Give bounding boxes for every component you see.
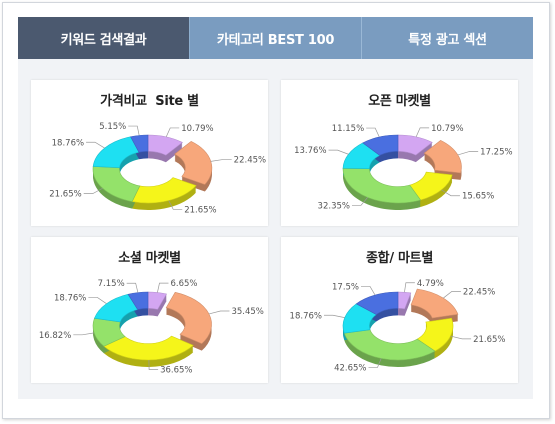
tab-bar: 키워드 검색결과 카테고리 BEST 100 특정 광고 섹션 xyxy=(18,17,533,59)
percentage-label: 16.82% xyxy=(39,331,71,341)
percentage-label: 18.76% xyxy=(52,138,84,148)
leader-line xyxy=(404,282,415,293)
percentage-label: 5.15% xyxy=(99,122,126,132)
donut-segment xyxy=(343,329,436,361)
percentage-label: 4.79% xyxy=(417,279,444,289)
donut-segment xyxy=(147,291,168,310)
leader-line xyxy=(415,127,430,138)
percentage-label: 13.76% xyxy=(294,146,326,156)
leader-line xyxy=(157,282,169,293)
panel-open-market: 오픈 마켓별 10.79% 17.25% 15.65% 32.35% 13.76% 11.… xyxy=(281,80,518,226)
percentage-label: 17.25% xyxy=(480,148,512,158)
percentage-label: 7.15% xyxy=(98,279,125,289)
donut-segment xyxy=(423,140,462,174)
panel-price-comparison: 가격비교 Site 별 10.79% 22.45% 21.65% 21.65% 18.7… xyxy=(31,80,268,226)
donut-chart-general-mart: 4.79% 22.45% 21.65% 42.65% 18.76% 17.5% xyxy=(290,279,506,374)
donut-segment xyxy=(127,291,149,310)
percentage-label: 21.65% xyxy=(49,190,81,200)
panel-title: 오픈 마켓별 xyxy=(368,94,431,109)
donut-segment xyxy=(92,136,140,168)
panel-title: 종합/ 마트별 xyxy=(366,251,433,266)
panel-social-market: 소셜 마켓별 6.65% 35.45% 36.65% 16.82% 18.76% 7.15… xyxy=(31,237,268,383)
donut-segment xyxy=(355,291,399,315)
donut-segment xyxy=(165,291,212,345)
leader-line xyxy=(368,358,382,368)
percentage-label: 6.65% xyxy=(170,279,197,289)
percentage-label: 22.45% xyxy=(463,287,495,297)
percentage-label: 21.65% xyxy=(184,205,216,215)
window-frame: 키워드 검색결과 카테고리 BEST 100 특정 광고 섹션 가격비교 Sit… xyxy=(2,2,550,419)
panel-title: 소셜 마켓별 xyxy=(118,251,181,266)
donut-segment xyxy=(397,134,433,156)
donut-segment xyxy=(92,166,141,202)
donut-segment xyxy=(130,134,149,153)
percentage-label: 36.65% xyxy=(160,366,192,376)
leader-line xyxy=(73,332,95,336)
percentage-label: 35.45% xyxy=(231,307,263,317)
leader-line xyxy=(323,314,345,318)
leader-line xyxy=(148,359,159,370)
leader-line xyxy=(450,335,472,340)
leader-line xyxy=(126,282,139,293)
leader-line xyxy=(128,125,140,136)
percentage-label: 32.35% xyxy=(318,201,350,211)
leader-line xyxy=(208,310,230,315)
donut-chart-social-market: 6.65% 35.45% 36.65% 16.82% 18.76% 7.15% xyxy=(39,279,264,376)
leader-line xyxy=(168,200,183,210)
tab-category-best-100[interactable]: 카테고리 BEST 100 xyxy=(189,17,361,59)
percentage-label: 18.76% xyxy=(290,311,322,321)
donut-segment xyxy=(147,134,183,156)
donut-segment xyxy=(410,288,459,319)
tab-specific-ad-section[interactable]: 특정 광고 섹션 xyxy=(361,17,533,59)
panel-title: 가격비교 Site 별 xyxy=(100,94,199,109)
leader-line xyxy=(457,151,479,156)
percentage-label: 10.79% xyxy=(181,124,213,134)
percentage-label: 22.45% xyxy=(234,156,266,166)
percentage-label: 11.15% xyxy=(332,124,364,134)
leader-line xyxy=(443,290,461,299)
donut-chart-open-market: 10.79% 17.25% 15.65% 32.35% 13.76% 11.15% xyxy=(294,124,512,211)
donut-segment xyxy=(397,291,412,310)
percentage-label: 15.65% xyxy=(462,192,494,202)
donut-segment xyxy=(342,168,422,204)
percentage-label: 10.79% xyxy=(431,124,463,134)
percentage-label: 18.76% xyxy=(54,293,86,303)
leader-line xyxy=(210,159,232,162)
leader-line xyxy=(83,187,103,194)
leader-line xyxy=(165,127,180,138)
leader-line xyxy=(86,141,105,149)
donut-chart-price-comparison: 10.79% 22.45% 21.65% 21.65% 18.76% 5.15% xyxy=(49,122,266,215)
percentage-label: 21.65% xyxy=(473,335,505,345)
leader-line xyxy=(328,149,349,155)
donut-segment xyxy=(362,134,399,156)
tab-keyword-search-results[interactable]: 키워드 검색결과 xyxy=(18,17,189,59)
leader-line xyxy=(366,127,380,138)
percentage-label: 17.5% xyxy=(332,282,359,292)
leader-line xyxy=(351,197,368,206)
leader-line xyxy=(88,297,107,304)
tab-content: 가격비교 Site 별 10.79% 22.45% 21.65% 21.65% 18.7… xyxy=(18,59,533,399)
panel-general-mart: 종합/ 마트별 4.79% 22.45% 21.65% 42.65% 18.76% 17.… xyxy=(281,237,518,383)
percentage-label: 42.65% xyxy=(334,363,366,373)
leader-line xyxy=(361,286,376,296)
donut-segment xyxy=(174,141,213,185)
leader-line xyxy=(441,189,460,197)
